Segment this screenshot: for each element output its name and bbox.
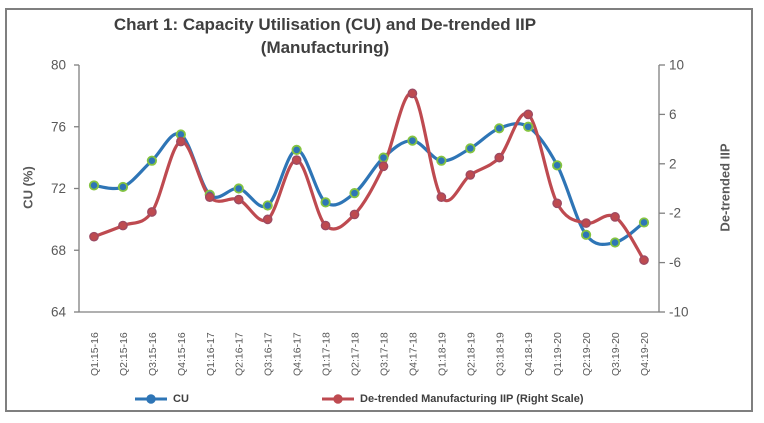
x-axis-tick-label: Q4:16-17 — [292, 332, 304, 376]
cu-data-point-marker — [494, 123, 505, 134]
iip-data-point-marker — [118, 220, 128, 231]
iip-data-point-marker — [407, 88, 418, 99]
cu-data-point-marker — [436, 155, 447, 166]
chart-title-line2: (Manufacturing) — [260, 38, 390, 57]
right-axis-tick-label: -2 — [669, 206, 681, 221]
iip-data-point-marker — [610, 212, 620, 222]
x-axis-tick-label: Q2:15-16 — [118, 332, 130, 376]
x-axis-tick-label: Q2:16-17 — [234, 332, 246, 376]
iip-data-point-marker — [175, 136, 186, 147]
chart-frame — [5, 8, 753, 412]
cu-data-point-marker — [349, 188, 360, 199]
cu-data-point-marker — [552, 160, 563, 171]
iip-data-point-marker — [320, 220, 331, 231]
iip-data-point-marker — [349, 209, 360, 220]
cu-data-point-marker — [407, 135, 418, 146]
cu-data-point-marker — [581, 229, 592, 240]
iip-data-point-marker — [233, 194, 244, 205]
cu-data-point-marker — [146, 155, 157, 166]
iip-data-point-marker — [639, 255, 649, 265]
cu-data-point-marker — [262, 200, 273, 211]
cu-data-point-marker — [320, 197, 331, 208]
chart-title-line1: Chart 1: Capacity Utilisation (CU) and D… — [113, 15, 537, 34]
x-axis-tick-label: Q2:19-20 — [581, 332, 593, 376]
x-axis-tick-label: Q3:19-20 — [610, 332, 622, 376]
cu-data-point-marker — [88, 180, 100, 191]
iip-data-point-marker — [262, 214, 273, 225]
right-axis-tick-label: -6 — [669, 255, 681, 270]
chart-title: Chart 1: Capacity Utilisation (CU) and D… — [40, 13, 610, 59]
x-axis-tick-label: Q1:18-19 — [436, 332, 448, 376]
cu-data-point-marker — [291, 144, 302, 156]
x-axis-tick-label: Q2:18-19 — [465, 332, 477, 376]
x-axis-tick-label: Q3:16-17 — [263, 332, 275, 376]
iip-data-point-marker — [581, 218, 591, 228]
iip-data-point-marker — [378, 161, 389, 172]
left-axis-tick-label: 72 — [51, 181, 66, 196]
x-axis-tick-label: Q4:15-16 — [176, 332, 188, 376]
x-axis-tick-label: Q1:15-16 — [89, 332, 101, 376]
iip-data-point-marker — [465, 170, 476, 180]
legend-label-cu: CU — [173, 393, 189, 405]
cu-data-point-marker — [378, 152, 389, 163]
cu-data-point-marker — [465, 143, 476, 154]
chart-legend: CU De-trended Manufacturing IIP (Right S… — [0, 391, 764, 413]
x-axis-tick-label: Q1:16-17 — [205, 332, 217, 376]
iip-data-point-marker — [204, 192, 215, 202]
x-axis-tick-label: Q1:17-18 — [321, 332, 333, 376]
iip-data-point-marker — [494, 152, 505, 163]
x-axis-tick-label: Q3:17-18 — [378, 332, 390, 376]
iip-legend-swatch-icon — [322, 394, 354, 404]
iip-data-point-marker — [147, 207, 157, 217]
left-axis-tick-label: 76 — [51, 119, 66, 134]
legend-item-iip: De-trended Manufacturing IIP (Right Scal… — [321, 393, 584, 405]
x-axis-tick-label: Q1:19-20 — [552, 332, 564, 376]
x-axis-tick-label: Q4:19-20 — [639, 332, 651, 376]
left-axis-tick-label: 80 — [51, 58, 66, 73]
iip-data-point-marker — [291, 155, 302, 165]
legend-label-iip: De-trended Manufacturing IIP (Right Scal… — [360, 393, 584, 405]
x-axis-tick-label: Q2:17-18 — [350, 332, 362, 376]
right-axis-tick-label: 10 — [669, 58, 684, 73]
cu-data-point-marker — [233, 183, 244, 194]
right-axis-tick-label: -10 — [669, 305, 689, 320]
cu-data-point-marker — [117, 181, 129, 193]
x-axis-tick-label: Q3:15-16 — [147, 332, 159, 376]
iip-data-point-marker — [89, 231, 99, 242]
right-axis-tick-label: 2 — [669, 156, 677, 171]
right-axis-tick-label: 6 — [669, 107, 677, 122]
x-axis-tick-label: Q4:17-18 — [407, 332, 419, 376]
left-axis-tick-label: 64 — [51, 305, 67, 320]
cu-data-point-marker — [609, 237, 621, 248]
legend-item-cu: CU — [134, 393, 189, 405]
left-axis-tick-label: 68 — [51, 243, 66, 258]
x-axis-tick-label: Q3:18-19 — [494, 332, 506, 376]
iip-data-point-marker — [552, 198, 563, 209]
cu-data-point-marker — [523, 121, 534, 132]
iip-data-point-marker — [523, 109, 534, 120]
x-axis-tick-label: Q4:18-19 — [523, 332, 535, 376]
iip-data-point-marker — [436, 192, 447, 202]
cu-legend-swatch-icon — [135, 394, 167, 404]
cu-data-point-marker — [638, 217, 650, 228]
